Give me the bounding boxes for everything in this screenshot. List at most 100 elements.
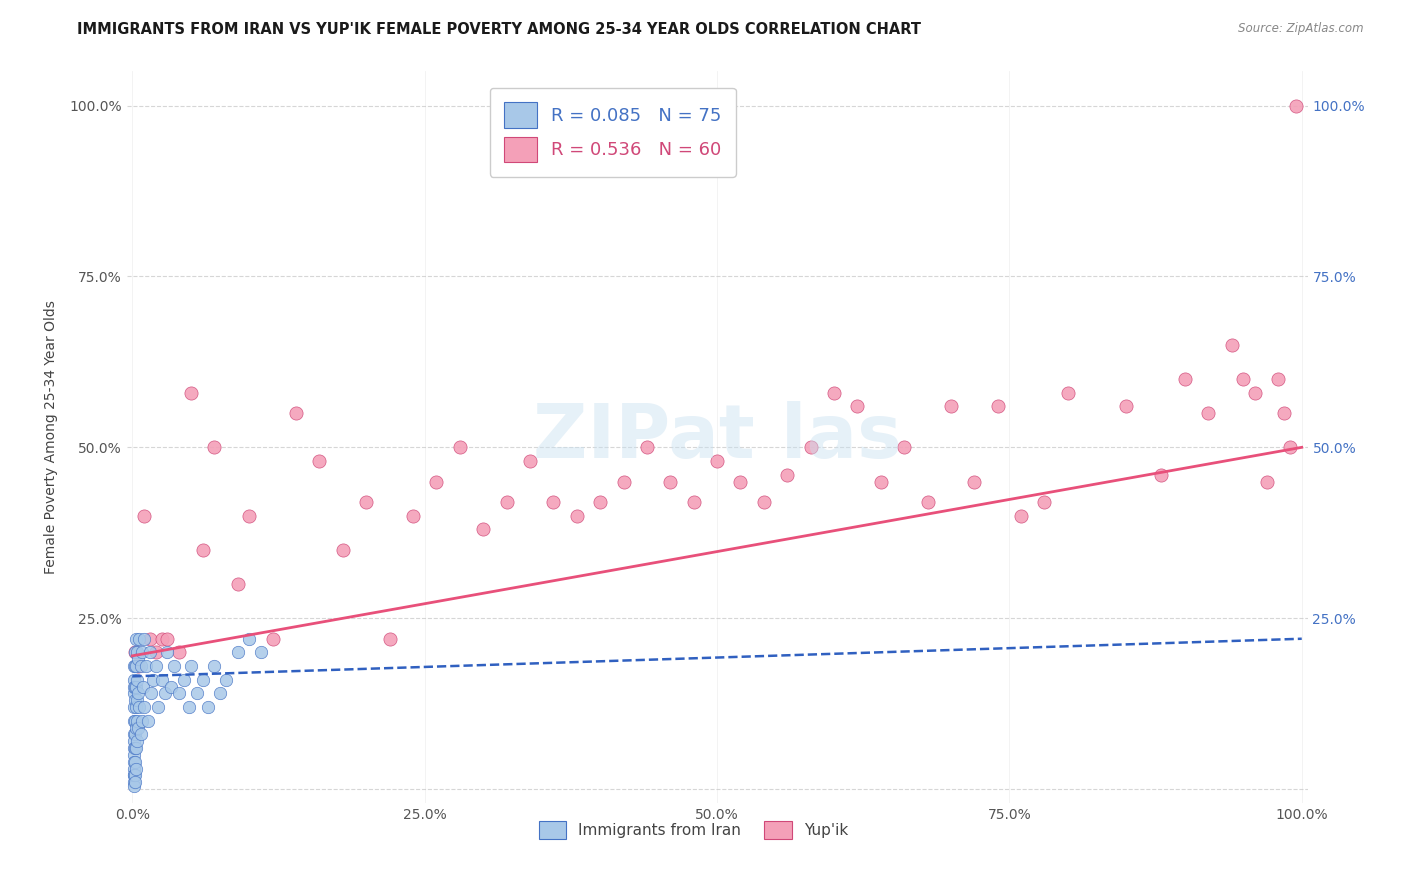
Point	[124, 775, 146, 789]
Point	[122, 714, 145, 728]
Point	[124, 693, 146, 707]
Point	[308, 454, 330, 468]
Point	[122, 680, 145, 694]
Point	[659, 475, 682, 489]
Point	[869, 475, 891, 489]
Point	[177, 700, 200, 714]
Point	[150, 632, 173, 646]
Point	[122, 755, 145, 769]
Point	[180, 385, 202, 400]
Point	[776, 467, 799, 482]
Point	[425, 475, 447, 489]
Point	[1256, 475, 1278, 489]
Point	[122, 768, 145, 782]
Point	[132, 632, 155, 646]
Point	[987, 400, 1010, 414]
Point	[1220, 338, 1243, 352]
Point	[125, 734, 148, 748]
Point	[128, 632, 150, 646]
Point	[1267, 372, 1289, 386]
Point	[180, 659, 202, 673]
Point	[167, 645, 190, 659]
Point	[226, 577, 249, 591]
Point	[128, 700, 150, 714]
Point	[142, 673, 165, 687]
Point	[125, 680, 148, 694]
Point	[129, 659, 152, 673]
Point	[472, 522, 495, 536]
Point	[150, 673, 173, 687]
Point	[1279, 440, 1302, 454]
Point	[131, 645, 153, 659]
Point	[129, 727, 152, 741]
Point	[215, 673, 238, 687]
Point	[127, 659, 149, 673]
Point	[124, 714, 146, 728]
Point	[122, 659, 145, 673]
Point	[495, 495, 517, 509]
Text: IMMIGRANTS FROM IRAN VS YUP'IK FEMALE POVERTY AMONG 25-34 YEAR OLDS CORRELATION : IMMIGRANTS FROM IRAN VS YUP'IK FEMALE PO…	[77, 22, 921, 37]
Point	[846, 400, 869, 414]
Point	[893, 440, 915, 454]
Point	[209, 686, 232, 700]
Point	[132, 680, 155, 694]
Point	[939, 400, 962, 414]
Point	[124, 755, 146, 769]
Text: ZIPat las: ZIPat las	[533, 401, 901, 474]
Point	[167, 686, 190, 700]
Point	[124, 645, 146, 659]
Point	[354, 495, 377, 509]
Point	[139, 632, 162, 646]
Point	[122, 762, 145, 776]
Point	[202, 659, 225, 673]
Point	[160, 680, 183, 694]
Text: Source: ZipAtlas.com: Source: ZipAtlas.com	[1239, 22, 1364, 36]
Point	[173, 673, 195, 687]
Point	[132, 508, 155, 523]
Point	[125, 645, 148, 659]
Point	[250, 645, 273, 659]
Point	[135, 659, 157, 673]
Point	[1174, 372, 1197, 386]
Point	[132, 700, 155, 714]
Point	[1285, 98, 1308, 112]
Point	[122, 734, 145, 748]
Point	[191, 673, 214, 687]
Point	[197, 700, 219, 714]
Point	[124, 768, 146, 782]
Point	[449, 440, 471, 454]
Point	[125, 721, 148, 735]
Point	[1010, 508, 1032, 523]
Point	[122, 768, 145, 782]
Point	[139, 686, 162, 700]
Point	[1197, 406, 1219, 420]
Point	[125, 714, 148, 728]
Point	[127, 652, 149, 666]
Point	[1232, 372, 1254, 386]
Point	[202, 440, 225, 454]
Point	[565, 508, 588, 523]
Point	[730, 475, 752, 489]
Point	[136, 714, 159, 728]
Point	[122, 747, 145, 762]
Point	[706, 454, 728, 468]
Point	[1115, 400, 1137, 414]
Point	[122, 673, 145, 687]
Point	[752, 495, 775, 509]
Point	[1033, 495, 1056, 509]
Point	[153, 686, 176, 700]
Point	[163, 659, 186, 673]
Point	[191, 542, 214, 557]
Point	[612, 475, 634, 489]
Point	[519, 454, 541, 468]
Point	[963, 475, 986, 489]
Point	[125, 673, 148, 687]
Y-axis label: Female Poverty Among 25-34 Year Olds: Female Poverty Among 25-34 Year Olds	[44, 300, 58, 574]
Point	[127, 721, 149, 735]
Point	[402, 508, 425, 523]
Point	[124, 741, 146, 756]
Point	[122, 779, 145, 793]
Point	[1057, 385, 1080, 400]
Point	[1150, 467, 1173, 482]
Point	[238, 632, 260, 646]
